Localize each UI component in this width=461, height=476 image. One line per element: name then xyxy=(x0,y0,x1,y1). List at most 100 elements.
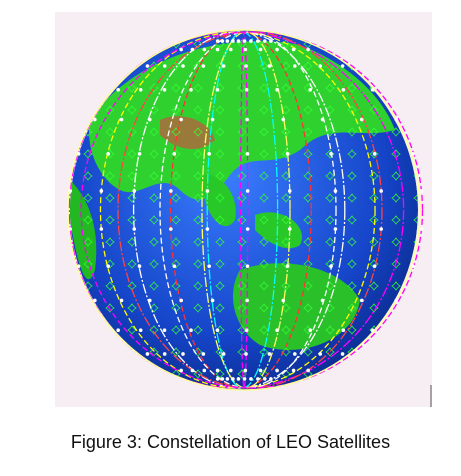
figure-caption: Figure 3: Constellation of LEO Satellite… xyxy=(70,432,391,452)
satellite xyxy=(306,368,310,373)
satellite xyxy=(190,368,195,373)
satellite xyxy=(220,39,225,43)
satellite xyxy=(359,117,364,122)
satellite xyxy=(116,87,120,92)
satellite xyxy=(320,298,325,303)
satellite xyxy=(333,189,338,193)
satellite xyxy=(318,64,323,68)
satellite xyxy=(244,64,248,68)
satellite xyxy=(306,47,310,52)
satellite xyxy=(132,227,137,231)
satellite xyxy=(181,352,185,356)
satellite xyxy=(370,87,375,92)
satellite xyxy=(267,352,272,356)
satellite xyxy=(205,189,210,193)
satellite xyxy=(244,87,249,92)
satellite xyxy=(267,64,272,68)
satellite xyxy=(275,87,279,92)
satellite xyxy=(68,227,73,231)
satellite xyxy=(207,264,211,268)
satellite xyxy=(308,87,313,92)
satellite xyxy=(262,377,267,381)
satellite xyxy=(231,377,235,381)
satellite xyxy=(201,64,206,68)
satellite xyxy=(245,152,250,156)
satellite xyxy=(236,377,241,381)
satellite xyxy=(201,352,206,356)
satellite xyxy=(249,39,253,43)
satellite xyxy=(231,39,235,43)
satellite xyxy=(341,328,346,333)
satellite xyxy=(162,328,167,333)
orbits xyxy=(67,29,424,391)
figure-image xyxy=(55,12,432,407)
satellite xyxy=(291,47,296,52)
satellite xyxy=(76,152,81,156)
satellite xyxy=(169,189,173,193)
satellite xyxy=(245,298,249,303)
satellite xyxy=(189,328,193,333)
satellite xyxy=(275,328,279,333)
satellite xyxy=(285,152,290,156)
orbit xyxy=(80,31,424,389)
satellite xyxy=(281,298,286,303)
satellite xyxy=(258,368,263,373)
satellite xyxy=(293,64,297,68)
satellite xyxy=(291,368,296,373)
satellite xyxy=(179,117,183,122)
satellite xyxy=(256,377,260,381)
satellite xyxy=(329,264,333,268)
satellite xyxy=(215,328,220,333)
satellite xyxy=(320,117,325,122)
satellite xyxy=(285,264,290,268)
satellite xyxy=(68,189,73,193)
satellite xyxy=(245,117,249,122)
satellite xyxy=(76,264,81,268)
satellite xyxy=(242,39,247,43)
satellite xyxy=(215,87,220,92)
satellite xyxy=(132,189,137,193)
satellite xyxy=(245,189,250,193)
satellite xyxy=(287,227,292,231)
satellite xyxy=(359,298,364,303)
satellite xyxy=(207,152,211,156)
satellite xyxy=(269,377,273,381)
satellite xyxy=(245,227,250,231)
satellite xyxy=(228,368,233,373)
satellite xyxy=(340,352,345,356)
satellite xyxy=(228,47,233,52)
satellite xyxy=(215,368,220,373)
satellite xyxy=(275,368,279,373)
satellite xyxy=(99,189,104,193)
satellite xyxy=(340,64,345,68)
satellite xyxy=(333,227,338,231)
satellite xyxy=(372,152,377,156)
satellite xyxy=(215,377,220,381)
satellite xyxy=(179,368,183,373)
satellite xyxy=(269,39,273,43)
satellite xyxy=(137,152,142,156)
satellite xyxy=(243,47,248,52)
satellite xyxy=(106,152,110,156)
satellite xyxy=(293,352,297,356)
satellite xyxy=(258,47,263,52)
satellite xyxy=(372,264,377,268)
satellite xyxy=(189,87,193,92)
satellite xyxy=(245,264,250,268)
satellite xyxy=(215,39,220,43)
satellite xyxy=(244,352,248,356)
satellite xyxy=(106,264,110,268)
satellite xyxy=(244,328,249,333)
satellite xyxy=(99,227,104,231)
satellite xyxy=(119,117,124,122)
satellite xyxy=(137,264,142,268)
satellite xyxy=(394,298,399,303)
satellite xyxy=(281,117,286,122)
satellite xyxy=(379,227,383,231)
satellite xyxy=(169,227,173,231)
satellite xyxy=(145,64,150,68)
satellite xyxy=(93,298,97,303)
satellite xyxy=(221,352,226,356)
satellite xyxy=(243,368,248,373)
satellite xyxy=(138,87,143,92)
